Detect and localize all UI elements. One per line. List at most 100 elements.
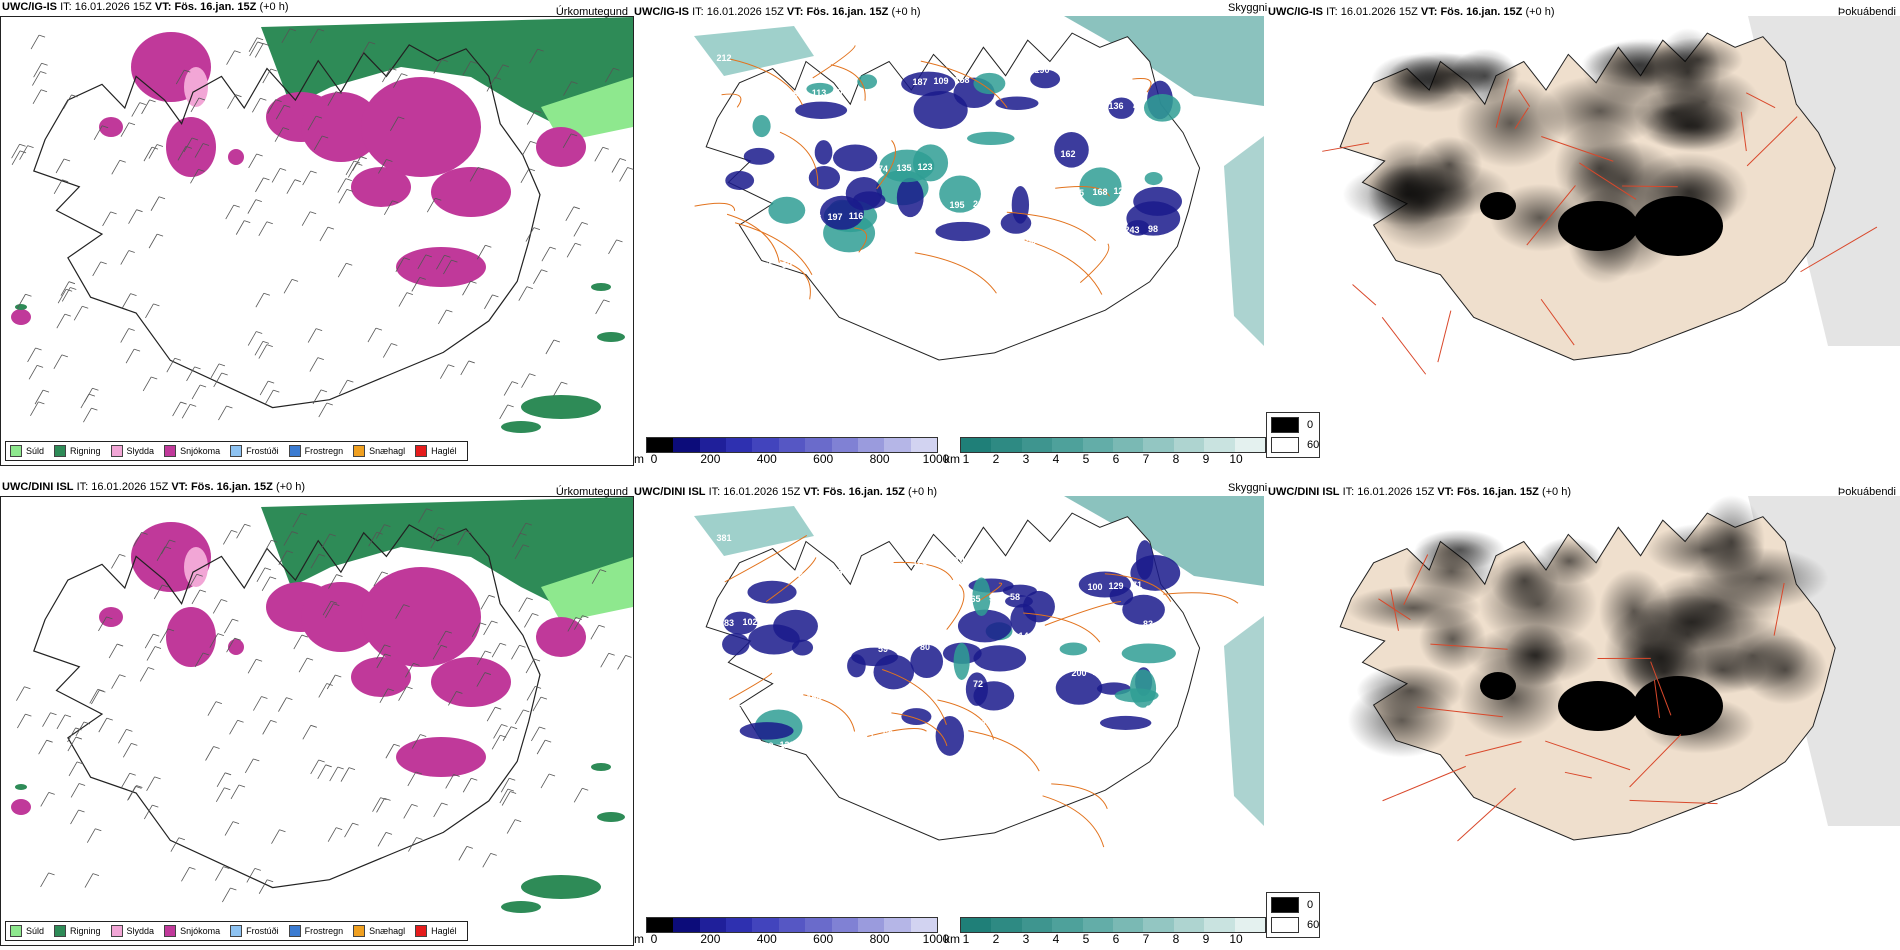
wind-barb [292,512,308,528]
wind-barb [503,381,519,396]
barb-flag [141,531,148,535]
wind-barb [376,644,391,660]
barb-flag [230,887,237,891]
wind-barb [360,41,376,57]
wind-barb [337,262,353,278]
barb-staff [225,204,235,220]
visibility-tick: 2 [992,452,1000,466]
ceiling-area [935,221,991,242]
precip-legend: Súld Rigning Slydda Snjókoma Frostúði Frostre… [5,441,468,461]
barb-flag [266,344,273,347]
wind-barb [42,712,57,727]
ceiling-visibility-panel: 212 227 149 74 56 52 190 88 62 92 136 138 187 96 109 75… [634,16,1264,434]
barb-staff [262,68,272,84]
road [724,535,808,583]
ceiling-area [1122,594,1165,625]
barb-staff [248,37,258,52]
barb-staff [274,127,284,142]
ceiling-value: 58 [1010,592,1020,602]
road [854,227,867,253]
barb-staff [418,508,427,523]
wind-barb [286,179,301,194]
wind-barb [302,724,317,740]
wind-barb [40,872,55,888]
wind-barb [309,357,324,372]
barb-flag [64,714,72,718]
barb-flag [202,143,210,146]
barb-flag [534,686,542,689]
legend-item: Frostregn [288,925,343,937]
barb-staff [73,306,83,321]
road [1104,573,1172,602]
barb-flag [267,879,274,883]
barb-flag [401,73,408,77]
ceiling-value: 56 [1026,236,1036,246]
ceiling-area [1136,540,1154,580]
ceiling-value: 160 [1124,705,1139,715]
barb-flag [50,712,57,716]
barb-flag [198,168,205,172]
barb-flag [392,200,399,204]
barb-staff [540,773,550,789]
barb-flag [64,313,71,317]
barb-staff [145,303,154,319]
barb-flag [627,167,634,170]
wind-barb [213,372,228,388]
wind-barb [205,746,220,761]
wind-barb [309,28,325,44]
barb-staff [191,589,201,605]
barb-staff [518,286,528,301]
ceiling-area [939,175,981,213]
ceiling-area [814,140,833,165]
ceiling-value: 136 [1108,101,1123,111]
barb-flag [381,571,389,575]
wind-barb [120,250,135,265]
road [1773,582,1785,636]
snow-area [166,607,216,667]
ceiling-value: 78 [1026,716,1036,726]
model-name: UWC/DINI ISL [1268,486,1340,498]
barb-staff [393,73,402,88]
ceiling-value: 74 [878,164,888,174]
legend-label: Haglél [431,926,457,936]
barb-flag [83,721,91,725]
road [1579,162,1637,200]
road [1622,185,1678,188]
wind-barb [28,364,44,380]
snow-area [431,167,511,217]
road [876,140,896,190]
barb-staff [153,584,163,600]
wind-barb [540,773,556,789]
legend-swatch [10,925,22,937]
barb-staff [194,143,204,158]
wind-barb [32,71,47,86]
ceiling-area [966,131,1015,145]
legend-item: Slydda [110,445,154,457]
barb-staff [144,633,154,649]
barb-flag [289,28,296,32]
barb-staff [215,866,224,881]
barb-staff [111,554,120,569]
snow-area [431,657,511,707]
barb-staff [398,292,408,307]
wind-barb [133,531,148,547]
road [1132,78,1152,93]
wind-barb [256,567,272,583]
ceiling-value: 190 [1034,65,1049,75]
wind-barb [594,146,609,162]
barb-flag [25,293,32,297]
wind-barb [146,646,162,661]
wind-barb [307,328,323,343]
wind-barb [150,196,166,211]
barb-staff [486,77,496,92]
barb-staff [312,389,322,405]
barb-staff [56,313,66,329]
legend-label: Snjókoma [180,446,221,456]
fog-area [1478,561,1598,648]
barb-flag [199,384,207,388]
barb-staff [514,544,524,559]
barb-staff [433,59,443,74]
barb-flag [386,159,393,162]
legend-label: Súld [26,446,45,456]
barb-flag [526,286,533,290]
